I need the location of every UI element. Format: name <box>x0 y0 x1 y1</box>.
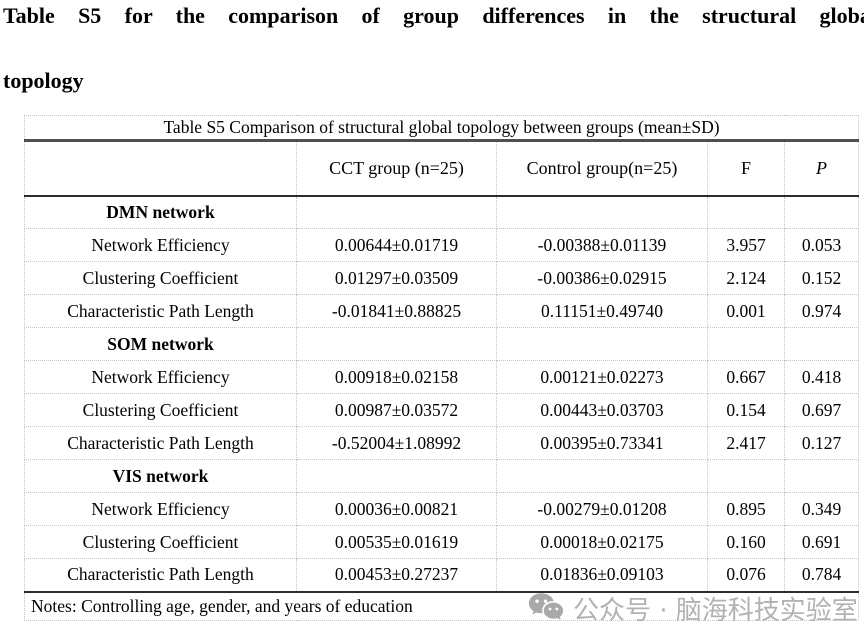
cell-metric-label: Clustering Coefficient <box>24 393 297 427</box>
table-header-row: CCT group (n=25) Control group(n=25) F P <box>24 140 860 197</box>
table-row: Clustering Coefficient 0.01297±0.03509 -… <box>24 261 860 295</box>
cell-cct-value: 0.00987±0.03572 <box>296 393 497 427</box>
cell-cct-value: -0.01841±0.88825 <box>296 294 497 328</box>
cell-control-value: -0.00279±0.01208 <box>496 492 708 526</box>
empty-cell <box>707 195 785 229</box>
cell-cct-value: 0.00644±0.01719 <box>296 228 497 262</box>
cell-control-value: 0.01836±0.09103 <box>496 558 708 592</box>
cell-metric-label: Clustering Coefficient <box>24 525 297 559</box>
section-name: DMN network <box>24 195 297 229</box>
cell-f-value: 2.417 <box>707 426 785 460</box>
cell-p-value: 0.053 <box>783 228 860 262</box>
cell-f-value: 3.957 <box>707 228 785 262</box>
cell-cct-value: 0.01297±0.03509 <box>296 261 497 295</box>
table-row: Clustering Coefficient 0.00987±0.03572 0… <box>24 393 860 427</box>
cell-control-value: 0.00018±0.02175 <box>496 525 708 559</box>
table-row: Network Efficiency 0.00918±0.02158 0.001… <box>24 360 860 394</box>
empty-cell <box>496 327 708 361</box>
cell-metric-label: Network Efficiency <box>24 228 297 262</box>
table-row: Characteristic Path Length 0.00453±0.272… <box>24 558 860 592</box>
cell-p-value: 0.697 <box>783 393 860 427</box>
table-row: Clustering Coefficient 0.00535±0.01619 0… <box>24 525 860 559</box>
cell-p-value: 0.127 <box>783 426 860 460</box>
cell-metric-label: Characteristic Path Length <box>24 426 297 460</box>
page-title-line2: topology <box>3 68 84 93</box>
cell-control-value: -0.00388±0.01139 <box>496 228 708 262</box>
cell-control-value: 0.00395±0.73341 <box>496 426 708 460</box>
table-notes-row: Notes: Controlling age, gender, and year… <box>23 590 860 621</box>
cell-metric-label: Network Efficiency <box>24 360 297 394</box>
cell-p-value: 0.974 <box>783 294 860 328</box>
cell-p-value: 0.418 <box>783 360 860 394</box>
cell-p-value: 0.784 <box>783 558 860 592</box>
cell-f-value: 0.160 <box>707 525 785 559</box>
cell-metric-label: Characteristic Path Length <box>24 558 297 592</box>
empty-cell <box>496 195 708 229</box>
empty-cell <box>296 327 497 361</box>
page-title-line1: Table S5 for the comparison of group dif… <box>3 3 864 28</box>
header-cell-cct-group: CCT group (n=25) <box>296 140 497 197</box>
cell-f-value: 0.154 <box>707 393 785 427</box>
empty-cell <box>783 459 860 493</box>
section-row-som: SOM network <box>24 327 860 361</box>
empty-cell <box>783 327 860 361</box>
cell-control-value: 0.11151±0.49740 <box>496 294 708 328</box>
table-notes: Notes: Controlling age, gender, and year… <box>23 590 860 621</box>
section-row-dmn: DMN network <box>24 195 860 229</box>
cell-f-value: 0.076 <box>707 558 785 592</box>
cell-cct-value: 0.00453±0.27237 <box>296 558 497 592</box>
cell-f-value: 2.124 <box>707 261 785 295</box>
empty-cell <box>496 459 708 493</box>
cell-metric-label: Characteristic Path Length <box>24 294 297 328</box>
cell-f-value: 0.001 <box>707 294 785 328</box>
cell-metric-label: Clustering Coefficient <box>24 261 297 295</box>
empty-cell <box>296 195 497 229</box>
empty-cell <box>707 327 785 361</box>
cell-f-value: 0.895 <box>707 492 785 526</box>
header-cell-control-group: Control group(n=25) <box>496 140 708 197</box>
section-row-vis: VIS network <box>24 459 860 493</box>
cell-metric-label: Network Efficiency <box>24 492 297 526</box>
table-caption: Table S5 Comparison of structural global… <box>23 115 860 142</box>
cell-cct-value: -0.52004±1.08992 <box>296 426 497 460</box>
header-cell-f: F <box>707 140 785 197</box>
empty-cell <box>783 195 860 229</box>
cell-cct-value: 0.00535±0.01619 <box>296 525 497 559</box>
table-row: Characteristic Path Length -0.52004±1.08… <box>24 426 860 460</box>
cell-control-value: -0.00386±0.02915 <box>496 261 708 295</box>
cell-p-value: 0.152 <box>783 261 860 295</box>
cell-control-value: 0.00121±0.02273 <box>496 360 708 394</box>
empty-cell <box>296 459 497 493</box>
cell-f-value: 0.667 <box>707 360 785 394</box>
cell-cct-value: 0.00036±0.00821 <box>296 492 497 526</box>
table-row: Characteristic Path Length -0.01841±0.88… <box>24 294 860 328</box>
cell-p-value: 0.349 <box>783 492 860 526</box>
header-cell-empty <box>24 140 297 197</box>
section-name: VIS network <box>24 459 297 493</box>
empty-cell <box>707 459 785 493</box>
table-row: Network Efficiency 0.00644±0.01719 -0.00… <box>24 228 860 262</box>
cell-p-value: 0.691 <box>783 525 860 559</box>
cell-cct-value: 0.00918±0.02158 <box>296 360 497 394</box>
table-caption-row: Table S5 Comparison of structural global… <box>23 115 860 142</box>
section-name: SOM network <box>24 327 297 361</box>
table-row: Network Efficiency 0.00036±0.00821 -0.00… <box>24 492 860 526</box>
cell-control-value: 0.00443±0.03703 <box>496 393 708 427</box>
topology-table: Table S5 Comparison of structural global… <box>23 115 860 621</box>
header-cell-p: P <box>783 140 860 197</box>
